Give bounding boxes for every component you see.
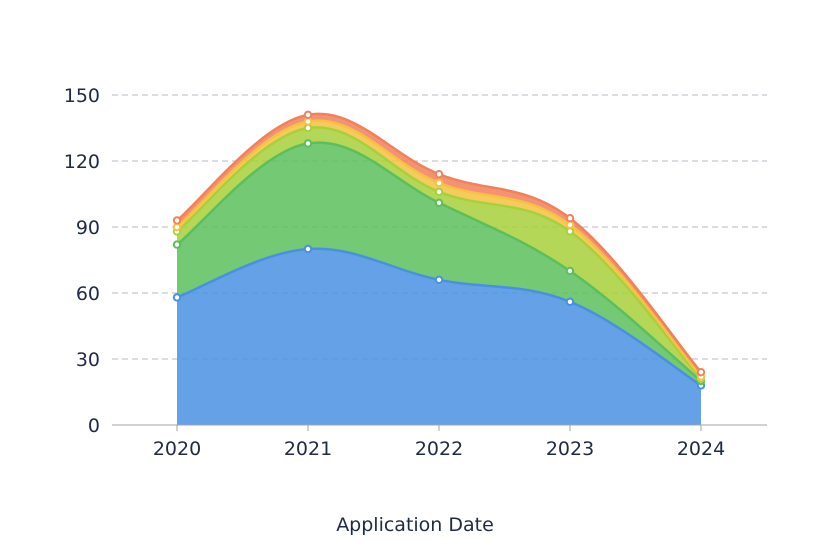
point-series-5-2022[interactable] <box>436 171 442 177</box>
y-tick-label-90: 90 <box>76 217 100 239</box>
point-series-4-2021[interactable] <box>305 118 311 124</box>
point-series-5-2020[interactable] <box>174 217 180 223</box>
point-series-1-2020[interactable] <box>174 294 180 300</box>
y-tick-label-0: 0 <box>88 415 100 437</box>
point-series-3-2023[interactable] <box>567 228 573 234</box>
point-series-2-2023[interactable] <box>567 268 573 274</box>
point-series-4-2023[interactable] <box>567 222 573 228</box>
point-series-5-2024[interactable] <box>698 369 704 375</box>
x-tick-label-2022: 2022 <box>415 438 463 460</box>
point-series-1-2021[interactable] <box>305 246 311 252</box>
y-tick-label-150: 150 <box>64 85 100 107</box>
y-tick-label-30: 30 <box>76 349 100 371</box>
x-tick-label-2023: 2023 <box>546 438 594 460</box>
point-series-2-2022[interactable] <box>436 200 442 206</box>
point-series-1-2023[interactable] <box>567 299 573 305</box>
chart-container: 0 30 60 90 120 150 2020 2021 2022 2023 2024 Applic… <box>0 0 832 556</box>
stacked-area-chart: 0 30 60 90 120 150 2020 2021 2022 2023 2024 Applic… <box>0 0 832 556</box>
point-series-4-2020[interactable] <box>174 224 180 230</box>
y-tick-label-120: 120 <box>64 151 100 173</box>
point-series-3-2021[interactable] <box>305 125 311 131</box>
x-axis-title: Application Date <box>336 514 494 536</box>
point-series-1-2022[interactable] <box>436 277 442 283</box>
point-series-4-2022[interactable] <box>436 180 442 186</box>
x-tick-label-2024: 2024 <box>677 438 725 460</box>
y-tick-label-60: 60 <box>76 283 100 305</box>
point-series-3-2022[interactable] <box>436 189 442 195</box>
x-tick-label-2020: 2020 <box>153 438 201 460</box>
x-tick-label-2021: 2021 <box>284 438 332 460</box>
point-series-5-2021[interactable] <box>305 112 311 118</box>
point-series-5-2023[interactable] <box>567 215 573 221</box>
point-series-2-2021[interactable] <box>305 140 311 146</box>
point-series-2-2020[interactable] <box>174 241 180 247</box>
